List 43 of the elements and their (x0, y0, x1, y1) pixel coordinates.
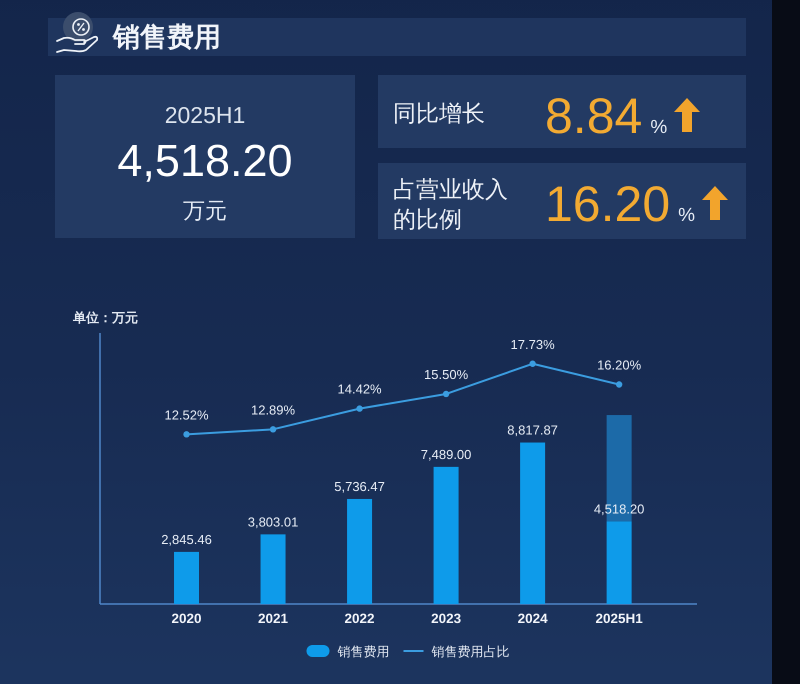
data-label: 4,518.20 (594, 501, 644, 516)
text: 万元 (182, 198, 228, 223)
data-label: 3,803.01 (248, 514, 298, 530)
x-tick-label: 2024 (518, 611, 548, 626)
point (356, 405, 363, 412)
data-label: 5,736.47 (334, 478, 385, 494)
x-tick-label: 2025H1 (595, 611, 644, 626)
data-label: 14.42% (338, 382, 382, 397)
data-label: 7,489.00 (420, 446, 472, 462)
data-label: 12.89% (250, 402, 296, 418)
point (529, 360, 536, 367)
text: 8.84 (545, 88, 642, 144)
point (270, 426, 276, 433)
text: 2025H1 (164, 102, 246, 128)
legend-label: 销售费用 (336, 644, 390, 659)
data-label: 15.50% (424, 366, 469, 382)
data-label: 17.73% (510, 336, 556, 352)
data-label: 8,817.87 (507, 422, 558, 438)
text: 16.20 (545, 176, 670, 232)
x-tick-label: 2023 (431, 611, 462, 626)
x-tick-label: 2021 (258, 611, 289, 626)
y-axis-title: 单位：万元 (72, 310, 138, 325)
point (442, 390, 450, 398)
data-label: 16.20% (597, 357, 642, 372)
bar (347, 498, 372, 604)
bar (260, 534, 286, 604)
text: 占营业收入的比例 (393, 175, 509, 234)
bar (174, 552, 200, 604)
x-tick-label: 2022 (344, 611, 375, 626)
x-tick-label: 2020 (172, 611, 202, 626)
data-label: 12.52% (164, 407, 210, 422)
data-label: 2,845.46 (161, 532, 212, 547)
legend-label: 销售费用占比 (430, 644, 510, 659)
text: 4,518.20 (116, 135, 294, 186)
text: % (678, 205, 696, 227)
bar (520, 442, 546, 604)
text: 销售费用 (113, 22, 221, 52)
bar (434, 466, 459, 604)
text: % (650, 117, 668, 139)
point (183, 431, 190, 438)
point (616, 381, 622, 388)
bar (606, 521, 632, 604)
text: 同比增长 (393, 100, 485, 126)
